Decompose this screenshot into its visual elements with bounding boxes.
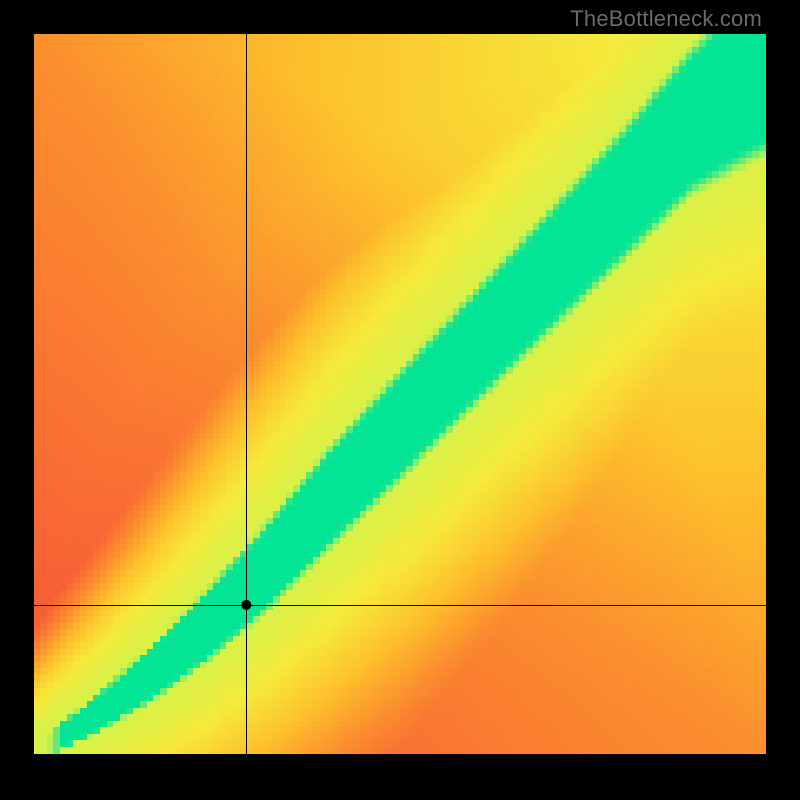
watermark-text: TheBottleneck.com — [570, 6, 762, 32]
outer-frame: TheBottleneck.com — [0, 0, 800, 800]
plot-area — [34, 34, 766, 754]
heatmap-canvas — [34, 34, 766, 754]
